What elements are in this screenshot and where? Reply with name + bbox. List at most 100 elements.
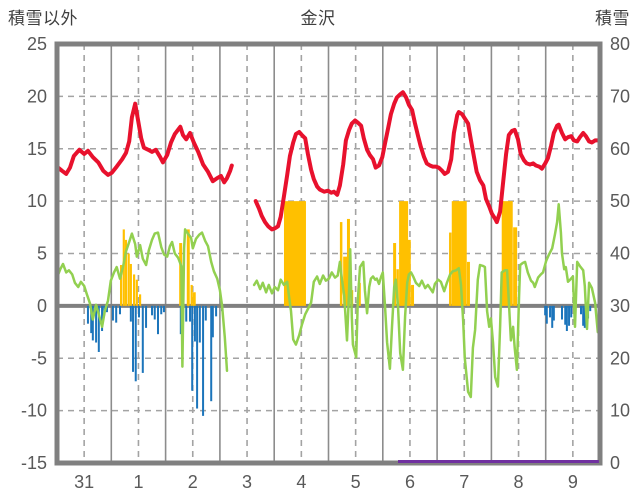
orange-bars-bar bbox=[501, 201, 513, 306]
blue-bars-bar bbox=[97, 305, 100, 352]
orange-bars-bar bbox=[399, 201, 409, 306]
orange-bars-bar bbox=[135, 279, 138, 306]
blue-bars-bar bbox=[156, 305, 160, 335]
red-line bbox=[253, 90, 600, 232]
orange-bars-bar bbox=[124, 239, 128, 306]
y-left-tick-label: 0 bbox=[37, 296, 47, 316]
blue-bars-bar bbox=[189, 305, 192, 322]
blue-bars-bar bbox=[160, 305, 163, 315]
blue-bars-bar bbox=[134, 305, 137, 382]
y-right-tick-label: 40 bbox=[610, 244, 630, 264]
blue-bars-bar bbox=[115, 305, 118, 323]
blue-bars-bar bbox=[86, 305, 89, 324]
orange-bars-bar bbox=[190, 284, 193, 306]
orange-bars-bar bbox=[466, 261, 470, 306]
blue-bars-bar bbox=[564, 305, 567, 325]
blue-bars-bar bbox=[91, 305, 94, 341]
blue-bars-bar bbox=[210, 305, 213, 402]
x-tick-label: 7 bbox=[459, 472, 469, 492]
y-left-tick-labels: 25 20 15 10 5 0 -5 -10 -15 bbox=[21, 34, 47, 473]
blue-bars-bar bbox=[215, 305, 218, 317]
orange-bars-bar bbox=[411, 284, 415, 306]
x-tick-label: 6 bbox=[405, 472, 415, 492]
gridlines bbox=[57, 44, 600, 463]
blue-bars-bar bbox=[551, 305, 554, 328]
x-tick-labels: 31 1 2 3 4 5 6 7 8 9 bbox=[74, 472, 578, 492]
y-right-tick-label: 50 bbox=[610, 191, 630, 211]
y-left-tick-label: 5 bbox=[37, 244, 47, 264]
orange-bars-bar bbox=[513, 227, 518, 306]
x-tick-label: 5 bbox=[351, 472, 361, 492]
x-tick-label: 3 bbox=[242, 472, 252, 492]
blue-bars-bar bbox=[145, 305, 148, 328]
y-right-tick-label: 80 bbox=[610, 34, 630, 54]
y-left-tick-label: 15 bbox=[27, 139, 47, 159]
series-red-line bbox=[55, 90, 600, 232]
y-right-tick-label: 30 bbox=[610, 296, 630, 316]
chart-title: 金沢 bbox=[300, 9, 336, 28]
blue-bars-bar bbox=[151, 305, 154, 316]
left-axis-title: 積雪以外 bbox=[8, 9, 78, 28]
blue-bars-bar bbox=[202, 305, 205, 416]
y-right-tick-labels: 80 70 60 50 40 30 20 10 0 bbox=[610, 34, 630, 473]
orange-bars-bar bbox=[133, 274, 136, 306]
blue-bars-bar bbox=[129, 305, 132, 322]
orange-bars-bar bbox=[192, 292, 196, 306]
blue-bars-bar bbox=[549, 305, 552, 318]
blue-bars-bar bbox=[579, 305, 582, 315]
blue-bars-bar bbox=[153, 305, 156, 320]
series-orange-bars bbox=[119, 201, 518, 306]
blue-bars-bar bbox=[95, 305, 98, 343]
x-tick-label: 8 bbox=[514, 472, 524, 492]
blue-bars-bar bbox=[589, 305, 592, 312]
y-right-tick-label: 70 bbox=[610, 86, 630, 106]
x-tick-label: 9 bbox=[568, 472, 578, 492]
orange-bars-bar bbox=[119, 265, 123, 306]
orange-bars-bar bbox=[343, 256, 348, 306]
plot-frame bbox=[54, 41, 603, 466]
blue-bars-bar bbox=[193, 305, 196, 342]
green-line bbox=[55, 228, 229, 373]
blue-bars-bar bbox=[198, 305, 201, 343]
blue-bars-bar bbox=[101, 305, 104, 332]
blue-bars-bar bbox=[583, 305, 586, 328]
blue-bars-bar bbox=[162, 305, 165, 313]
y-left-tick-label: 20 bbox=[27, 86, 47, 106]
blue-bars-bar bbox=[132, 305, 135, 372]
blue-bars-bar bbox=[565, 305, 568, 332]
y-left-tick-label: -5 bbox=[31, 348, 47, 368]
x-tick-label: 4 bbox=[296, 472, 306, 492]
y-right-tick-label: 20 bbox=[610, 348, 630, 368]
x-tick-label: 2 bbox=[188, 472, 198, 492]
orange-bars-bar bbox=[393, 243, 397, 306]
blue-bars-bar bbox=[568, 305, 571, 326]
orange-bars-bar bbox=[449, 232, 452, 306]
right-axis-title: 積雪 bbox=[595, 9, 630, 28]
orange-bars-bar bbox=[451, 201, 467, 306]
y-left-tick-label: -10 bbox=[21, 401, 47, 421]
blue-bars-bar bbox=[211, 305, 214, 338]
y-right-tick-label: 60 bbox=[610, 139, 630, 159]
red-line bbox=[55, 101, 234, 185]
frame bbox=[54, 41, 603, 466]
x-tick-label: 1 bbox=[133, 472, 143, 492]
series-green-line bbox=[55, 203, 600, 399]
blue-bars-bar bbox=[90, 305, 93, 334]
blue-bars-bar bbox=[185, 305, 188, 322]
blue-bars-bar bbox=[105, 305, 108, 313]
orange-bars-bar bbox=[186, 229, 190, 306]
orange-bars-bar bbox=[129, 263, 132, 306]
blue-bars-bar bbox=[141, 305, 144, 373]
blue-bars-bar bbox=[570, 305, 573, 318]
series-blue-bars bbox=[86, 305, 592, 416]
y-left-tick-label: 10 bbox=[27, 191, 47, 211]
blue-bars-bar bbox=[137, 305, 140, 318]
y-left-tick-label: -15 bbox=[21, 453, 47, 473]
orange-bars-bar bbox=[138, 294, 142, 306]
orange-bars-bar bbox=[346, 218, 350, 306]
blue-bars-bar bbox=[111, 305, 114, 321]
y-right-tick-label: 0 bbox=[610, 453, 620, 473]
x-tick-label: 31 bbox=[74, 472, 94, 492]
